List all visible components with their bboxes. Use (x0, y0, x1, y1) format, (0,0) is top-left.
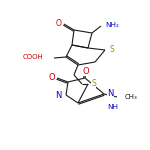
Text: O: O (83, 66, 89, 75)
Text: NH₂: NH₂ (105, 22, 119, 28)
Text: S: S (109, 45, 114, 54)
Text: CH₃: CH₃ (125, 94, 138, 100)
Text: NH: NH (107, 104, 118, 110)
Text: O: O (48, 74, 55, 82)
Text: O: O (55, 18, 61, 27)
Text: COOH: COOH (22, 54, 43, 60)
Text: N: N (56, 90, 62, 99)
Text: S: S (91, 80, 96, 88)
Text: N: N (107, 90, 113, 99)
